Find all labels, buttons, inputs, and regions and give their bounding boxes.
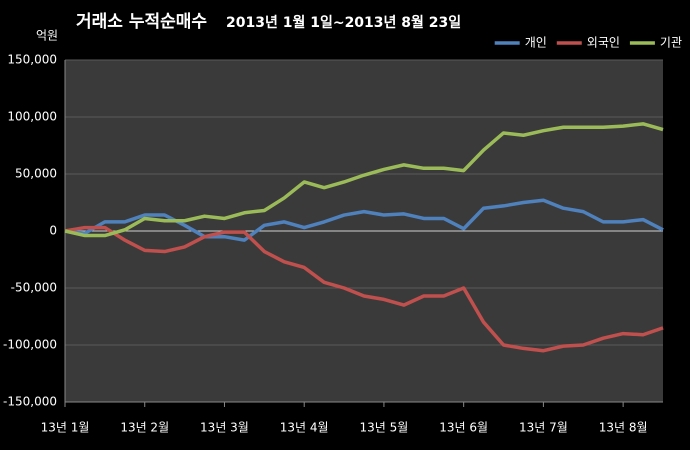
- x-tick-label: 13년 8월: [599, 421, 648, 435]
- y-tick-label: 0: [49, 224, 57, 238]
- legend-label: 기관: [660, 36, 682, 50]
- chart-subtitle: 2013년 1월 1일~2013년 8월 23일: [226, 14, 461, 31]
- legend-label: 외국인: [587, 36, 620, 50]
- x-tick-label: 13년 5월: [360, 421, 409, 435]
- series-line: [64, 198, 664, 242]
- x-tick-label: 13년 7월: [519, 421, 568, 435]
- y-tick-label: 100,000: [7, 110, 57, 124]
- series-line: [64, 122, 664, 238]
- x-tick-label: 13년 3월: [200, 421, 249, 435]
- x-tick-label: 13년 4월: [280, 421, 329, 435]
- x-tick-label: 13년 6월: [439, 421, 488, 435]
- y-tick-label: -50,000: [11, 281, 57, 295]
- y-tick-label: 150,000: [7, 53, 57, 67]
- y-tick-label: 50,000: [15, 167, 57, 181]
- x-tick-label: 13년 2월: [120, 421, 169, 435]
- x-tick-label: 13년 1월: [41, 421, 90, 435]
- y-unit: 억원: [36, 29, 58, 43]
- legend-label: 개인: [525, 36, 547, 50]
- chart-title: 거래소 누적순매수: [76, 12, 207, 32]
- series-line: [64, 225, 664, 353]
- y-tick-label: -100,000: [3, 338, 57, 352]
- y-tick-label: -150,000: [3, 395, 57, 409]
